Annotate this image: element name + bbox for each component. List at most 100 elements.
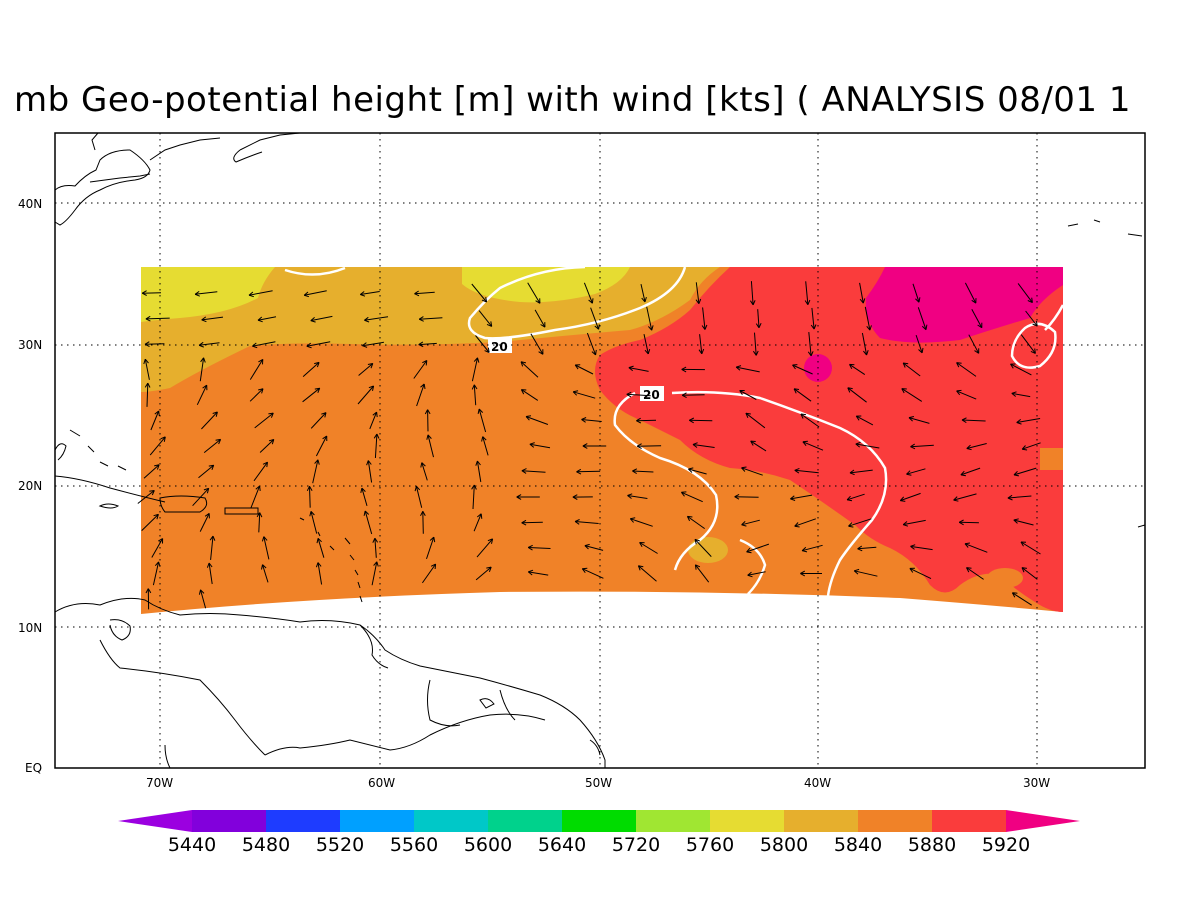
wind-arrow [362, 341, 384, 348]
wind-arrow [574, 519, 599, 525]
contour-line [671, 390, 888, 597]
wind-arrow [701, 307, 708, 330]
wind-arrow [137, 490, 155, 504]
wind-arrow [908, 416, 930, 424]
wind-arrow [198, 341, 220, 348]
wind-speed-contours [284, 265, 1065, 597]
wind-arrow [206, 562, 213, 585]
wind-arrow [414, 485, 423, 508]
wind-arrow [581, 567, 604, 579]
field-5920-region [595, 267, 1063, 612]
wind-arrow [199, 512, 210, 532]
wind-arrow [203, 438, 222, 453]
wind-arrow [358, 363, 374, 376]
coast-puerto-rico [224, 507, 259, 515]
wind-arrow [643, 333, 651, 355]
wind-arrow [859, 282, 866, 304]
wind-arrow [855, 415, 874, 426]
wind-arrow [372, 537, 379, 558]
field-5800-region-north [462, 267, 630, 303]
wind-arrow [534, 309, 546, 328]
wind-arrow [306, 486, 313, 508]
coast-south-america [54, 597, 606, 768]
wind-arrow [912, 283, 921, 303]
wind-arrow [906, 468, 926, 476]
wind-arrow [734, 493, 759, 500]
wind-arrow [800, 413, 820, 428]
wind-arrow [961, 417, 986, 424]
wind-arrow [902, 519, 926, 527]
coast-azores [1067, 219, 1143, 237]
wind-arrow [956, 389, 977, 400]
wind-arrow [1016, 418, 1041, 425]
wind-arrow [792, 364, 813, 375]
wind-arrow [800, 570, 822, 577]
wind-arrow [846, 493, 865, 502]
wind-arrow [141, 513, 159, 531]
wind-arrow [201, 411, 218, 430]
x-label-50w: 50W [585, 776, 612, 790]
wind-arrow [414, 290, 435, 297]
wind-arrow [572, 390, 596, 399]
wind-arrow [747, 571, 766, 578]
colorbar-swatch [784, 810, 858, 832]
wind-arrow [426, 434, 434, 458]
field-5840-spot [688, 537, 728, 563]
wind-arrow [420, 462, 428, 481]
wind-arrow [249, 388, 264, 402]
wind-arrow [637, 565, 657, 582]
wind-arrow [576, 468, 601, 475]
wind-arrow [312, 459, 320, 484]
wind-arrow [745, 412, 766, 429]
wind-arrow [521, 519, 543, 526]
wind-arrow [145, 588, 152, 610]
colorbar-label: 5840 [834, 834, 882, 856]
wind-arrow [525, 415, 549, 425]
wind-arrow [309, 511, 318, 534]
svg-text:20: 20 [643, 388, 660, 402]
wind-arrow [149, 436, 166, 456]
wind-arrow [582, 443, 607, 449]
wind-arrow [741, 466, 763, 476]
wind-arrow [527, 569, 549, 576]
wind-arrow [250, 485, 261, 509]
wind-arrow [849, 363, 866, 376]
wind-arrow [1013, 467, 1037, 477]
wind-arrow [629, 517, 653, 527]
coast-hispaniola [159, 495, 208, 513]
coast-long-island [89, 173, 151, 183]
wind-arrow [471, 283, 488, 303]
wind-arrow [520, 389, 539, 401]
wind-arrow [694, 564, 710, 583]
wind-arrow [793, 388, 812, 402]
colorbar-swatch [192, 810, 266, 832]
wind-arrow [636, 443, 662, 449]
wind-arrow [192, 487, 210, 507]
wind-arrow [521, 468, 546, 474]
wind-arrow [632, 468, 654, 475]
wind-arrow [530, 333, 544, 355]
wind-arrow [848, 518, 872, 528]
wind-arrow [477, 408, 487, 433]
coast-orinoco [359, 624, 389, 669]
wind-arrow [746, 543, 770, 554]
wind-arrow [1011, 592, 1032, 606]
colorbar-high-arrow [1006, 810, 1080, 832]
colorbar-label: 5600 [464, 834, 512, 856]
wind-arrow [804, 281, 811, 305]
coastlines [54, 132, 1146, 769]
wind-arrow [256, 512, 263, 533]
wind-arrow [964, 542, 988, 553]
wind-arrow [145, 315, 170, 322]
wind-arrow [420, 511, 426, 534]
wind-arrow [364, 316, 389, 323]
wind-arrow [248, 290, 273, 298]
wind-arrow [152, 561, 161, 586]
wind-arrow [853, 568, 878, 577]
wind-arrow [681, 491, 703, 503]
wind-arrow [418, 316, 443, 322]
wind-arrow [681, 392, 705, 399]
colorbar-label: 5480 [242, 834, 290, 856]
wind-arrow [144, 341, 165, 347]
wind-arrow [899, 492, 921, 502]
